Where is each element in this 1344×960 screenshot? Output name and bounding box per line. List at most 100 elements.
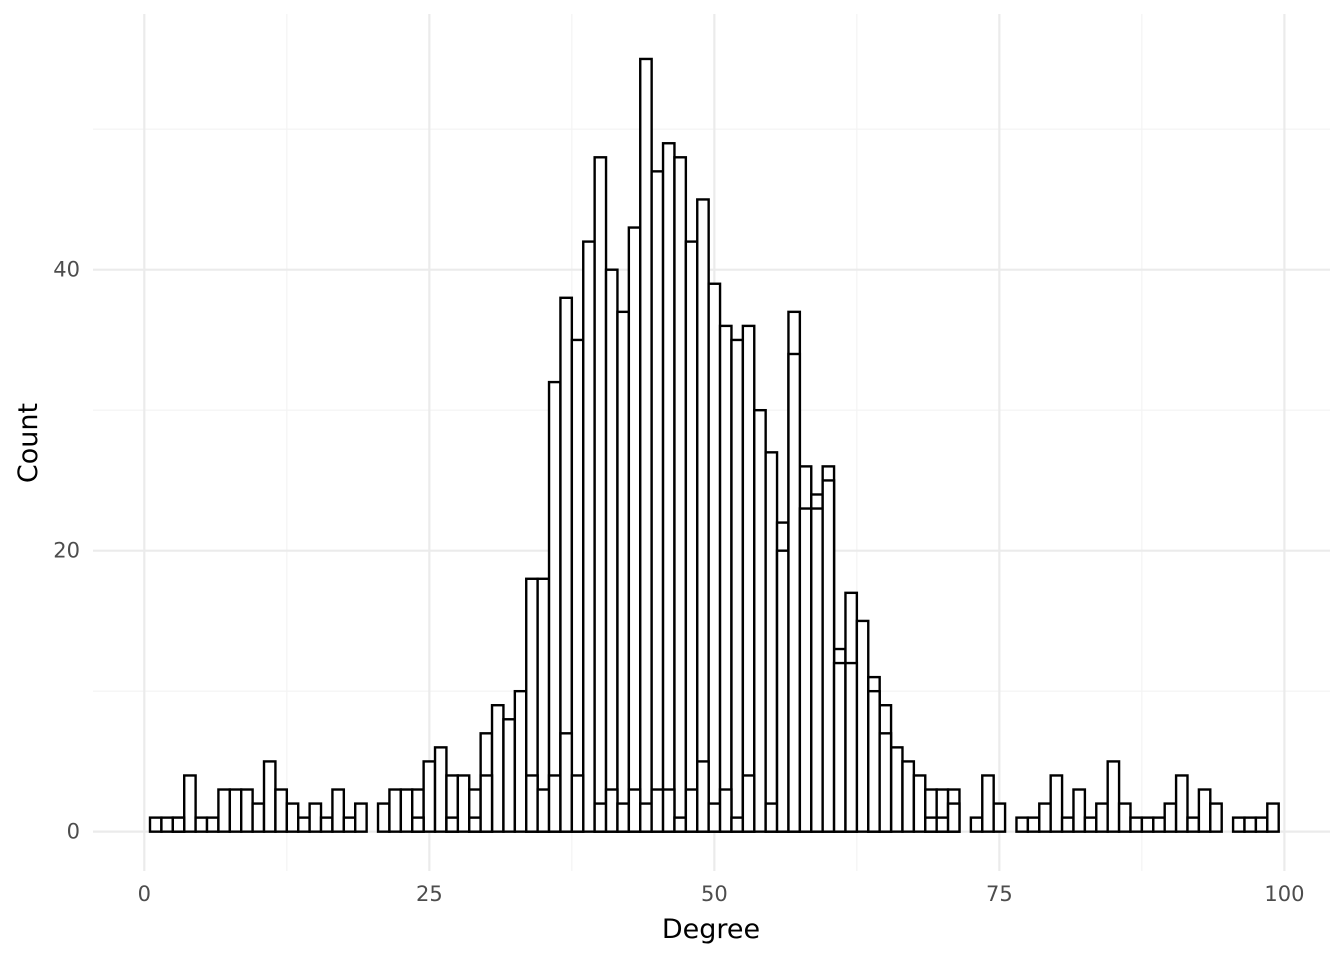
histogram-bar bbox=[1072, 788, 1087, 833]
histogram-bar bbox=[1266, 802, 1280, 833]
histogram-bar bbox=[547, 380, 562, 833]
axis-ticks: 0 25 50 75 100 0 20 40 bbox=[53, 258, 1304, 906]
histogram-bar bbox=[171, 816, 186, 833]
histogram-bar bbox=[160, 816, 175, 833]
histogram-bar bbox=[490, 704, 505, 833]
histogram-bar bbox=[684, 788, 699, 833]
histogram-bar bbox=[559, 732, 574, 833]
histogram-bar bbox=[981, 774, 995, 833]
histogram-bar bbox=[536, 788, 551, 833]
histogram-bar bbox=[1152, 816, 1166, 833]
histogram-bar bbox=[969, 816, 984, 833]
histogram-bar bbox=[1174, 774, 1189, 833]
histogram-bar bbox=[1231, 816, 1246, 833]
histogram-bar bbox=[194, 816, 209, 833]
histogram-bar bbox=[718, 324, 733, 833]
histogram-bar bbox=[525, 774, 539, 833]
histogram-bar bbox=[354, 802, 368, 833]
histogram-bar bbox=[240, 788, 254, 833]
histogram-bar bbox=[1254, 816, 1269, 833]
histogram-bar bbox=[855, 619, 870, 833]
x-axis-title: Degree bbox=[662, 914, 760, 945]
histogram-bar bbox=[912, 774, 927, 833]
histogram-bar bbox=[821, 479, 836, 833]
histogram-bar bbox=[1083, 816, 1098, 833]
histogram-bar bbox=[262, 760, 277, 833]
histogram-bar bbox=[570, 338, 585, 833]
histogram-bar bbox=[604, 268, 619, 833]
histogram-bar bbox=[741, 324, 756, 833]
histogram-bar bbox=[878, 732, 893, 833]
histogram-bar bbox=[1163, 802, 1178, 833]
histogram-bar bbox=[889, 746, 904, 833]
histogram-bar bbox=[1140, 816, 1155, 833]
y-tick-label: 0 bbox=[67, 820, 80, 844]
histogram-bar bbox=[1049, 774, 1064, 833]
histogram-bar bbox=[342, 816, 357, 833]
histogram-bar bbox=[707, 802, 722, 833]
histogram-bar bbox=[946, 802, 961, 833]
histogram-bar bbox=[468, 816, 482, 833]
histogram-bar bbox=[1197, 788, 1212, 833]
histogram-bar bbox=[992, 802, 1007, 833]
histogram-bar bbox=[673, 816, 688, 833]
histogram-bar bbox=[205, 816, 220, 833]
histogram-bar bbox=[319, 816, 334, 833]
histogram-bar bbox=[775, 549, 790, 833]
histogram-bar bbox=[251, 802, 266, 833]
histogram-bar bbox=[844, 661, 859, 833]
histogram-bar bbox=[764, 802, 779, 833]
histogram-bar bbox=[1095, 802, 1109, 833]
histogram-bar bbox=[764, 451, 779, 833]
histogram-bar bbox=[1026, 816, 1041, 833]
histogram-bar bbox=[308, 802, 323, 833]
histogram-bar bbox=[604, 788, 619, 833]
y-axis-title: Count bbox=[13, 403, 44, 483]
histogram-bar bbox=[627, 788, 642, 833]
histogram-bar bbox=[593, 156, 608, 833]
histogram-bar bbox=[1186, 816, 1201, 833]
histogram-bar bbox=[616, 802, 631, 833]
histogram-bar bbox=[570, 774, 585, 833]
histogram-bar bbox=[639, 57, 653, 833]
histogram-bar bbox=[422, 760, 437, 833]
histogram-bar bbox=[696, 198, 710, 833]
x-tick-label: 75 bbox=[986, 882, 1013, 906]
histogram-bar bbox=[787, 352, 802, 833]
histogram-bar bbox=[228, 788, 243, 833]
histogram-bar bbox=[297, 816, 311, 833]
histogram-bar bbox=[1038, 802, 1052, 833]
histogram-bar bbox=[1106, 760, 1121, 833]
histogram-bar bbox=[1060, 816, 1075, 833]
histogram-bar bbox=[832, 661, 847, 833]
x-tick-label: 100 bbox=[1264, 882, 1304, 906]
histogram-bar bbox=[867, 689, 881, 833]
histogram-bar bbox=[616, 310, 631, 833]
histogram-bar bbox=[753, 408, 767, 833]
histogram-bar bbox=[730, 338, 745, 833]
histogram-bar bbox=[707, 282, 722, 833]
histogram-bar bbox=[445, 816, 460, 833]
histogram-bar bbox=[650, 170, 665, 833]
histogram-bar bbox=[593, 802, 608, 833]
histogram-bar bbox=[411, 816, 425, 833]
histogram-bar bbox=[513, 689, 528, 833]
histogram-bar bbox=[148, 816, 163, 833]
histogram-bars bbox=[148, 57, 1280, 833]
histogram-bar bbox=[627, 226, 642, 833]
histogram-bar bbox=[730, 816, 745, 833]
histogram-bar bbox=[502, 718, 517, 833]
x-tick-label: 50 bbox=[701, 882, 728, 906]
histogram-bar bbox=[285, 802, 300, 833]
histogram-bar bbox=[661, 788, 676, 833]
histogram-bar bbox=[388, 788, 403, 833]
histogram-bar bbox=[582, 240, 596, 833]
histogram-bar bbox=[1129, 816, 1144, 833]
histogram-bar bbox=[399, 788, 414, 833]
y-tick-label: 40 bbox=[53, 258, 80, 282]
histogram-bar bbox=[650, 788, 665, 833]
histogram-bar bbox=[741, 774, 756, 833]
histogram-bar bbox=[1243, 816, 1258, 833]
histogram-bar bbox=[924, 816, 938, 833]
